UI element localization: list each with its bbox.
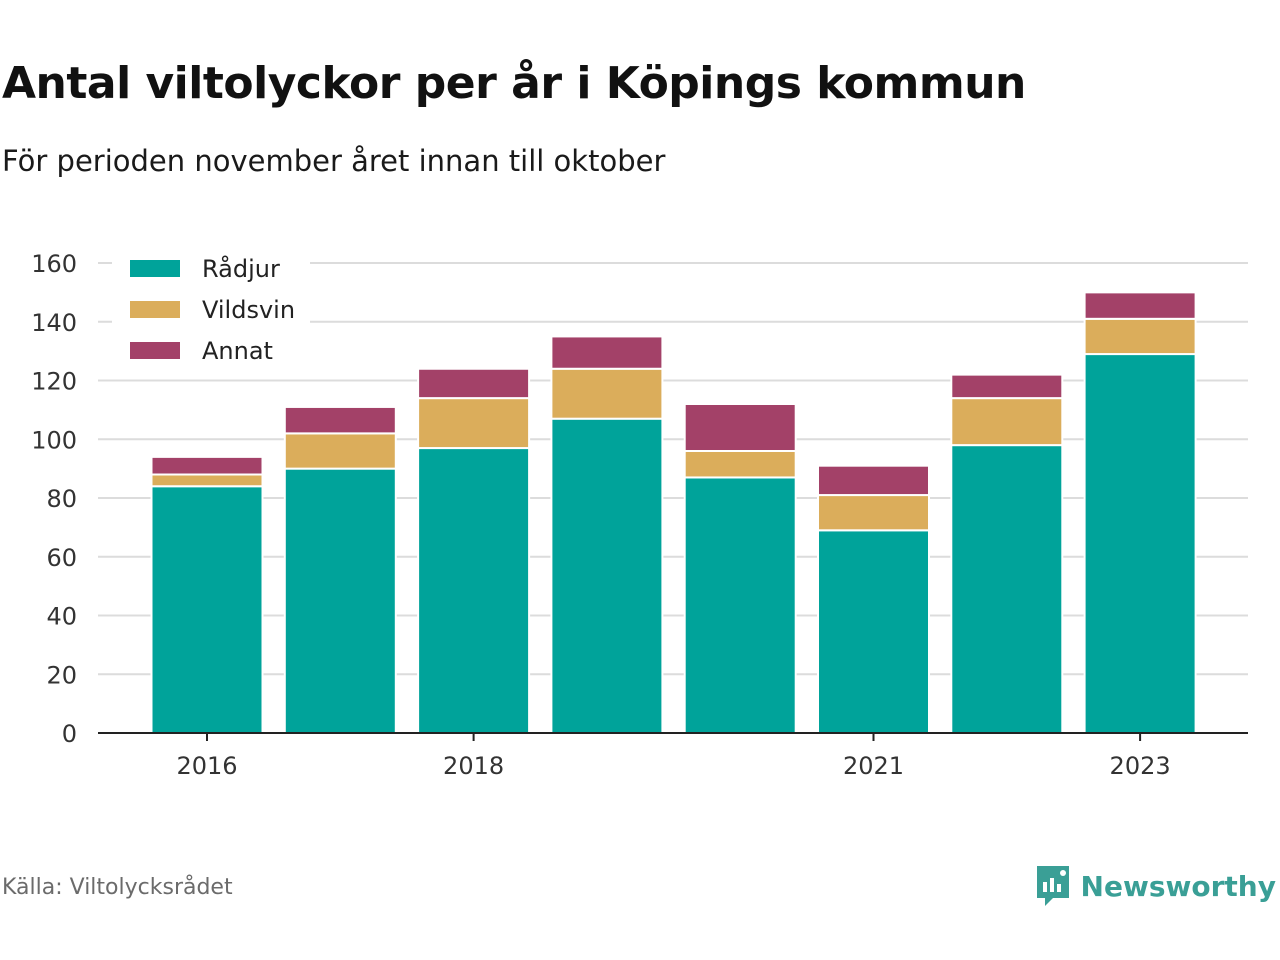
bars [150,291,1197,734]
y-tick-label: 20 [46,661,77,689]
legend-swatch [130,260,180,277]
y-tick-label: 140 [31,309,77,337]
newsworthy-logo-icon [1036,866,1069,906]
legend-item: Annat [130,337,273,365]
x-tick-label: 2016 [176,752,237,780]
brand-name: Newsworthy [1080,869,1276,903]
bar-segment [150,473,264,488]
chart-subtitle: För perioden november året innan till ok… [2,144,666,178]
bar-segment [817,494,930,532]
source-note: Källa: Viltolycksrådet [2,875,233,900]
brand-logo: Newsworthy [1035,862,1276,910]
bar-segment [683,403,797,452]
bar-segment [550,367,664,420]
bar-segment [417,447,531,734]
bar-segment [1083,291,1197,320]
legend-label: Vildsvin [202,296,295,324]
bar-segment [683,450,797,479]
legend-label: Rådjur [202,254,280,283]
bar-segment [1083,353,1197,734]
bar-segment [150,485,264,734]
y-tick-label: 0 [62,720,77,748]
bar-segment [283,467,397,734]
y-tick-label: 160 [31,250,77,278]
legend-label: Annat [202,337,273,365]
bar-segment [550,335,664,370]
bar-segment [817,529,930,734]
y-tick-label: 80 [46,485,77,513]
legend-swatch [130,342,180,359]
bar-segment [550,417,664,734]
x-axis-tick-labels: 2016 2018 2021 2023 [176,752,1170,780]
bar-segment [283,405,397,435]
bar-segment [950,444,1064,734]
bar-segment [817,464,930,497]
y-axis-tick-labels: 0 20 40 60 80 100 120 140 160 [31,250,77,748]
bar-stack [683,403,797,734]
bar-segment [417,397,531,450]
x-axis [98,732,1248,741]
x-tick-label: 2018 [443,752,504,780]
chart-title: Antal viltolyckor per år i Köpings kommu… [2,58,1026,109]
bar-stack [417,367,531,734]
legend: Rådjur Vildsvin Annat [112,248,310,376]
y-tick-label: 40 [46,603,77,631]
bar-stack [283,405,397,734]
y-tick-label: 60 [46,544,77,572]
x-tick-label: 2023 [1110,752,1171,780]
x-tick-label: 2021 [843,752,904,780]
legend-item: Rådjur [130,254,280,283]
bar-segment [150,455,264,476]
bar-stack [950,373,1064,734]
bar-stack [817,464,930,734]
y-tick-label: 100 [31,426,77,454]
bar-segment [1083,317,1197,356]
bar-segment [950,373,1064,400]
bar-stack [550,335,664,734]
bar-segment [283,432,397,470]
bar-segment [683,476,797,734]
legend-item: Vildsvin [130,296,295,324]
bar-stack [1083,291,1197,734]
stacked-bar-chart: 0 20 40 60 80 100 120 140 160 2016 2018 2021 2023 R… [31,248,1248,780]
bar-stack [150,455,264,734]
legend-swatch [130,301,180,318]
bar-segment [950,397,1064,447]
y-tick-label: 120 [31,368,77,396]
bar-segment [417,367,531,400]
